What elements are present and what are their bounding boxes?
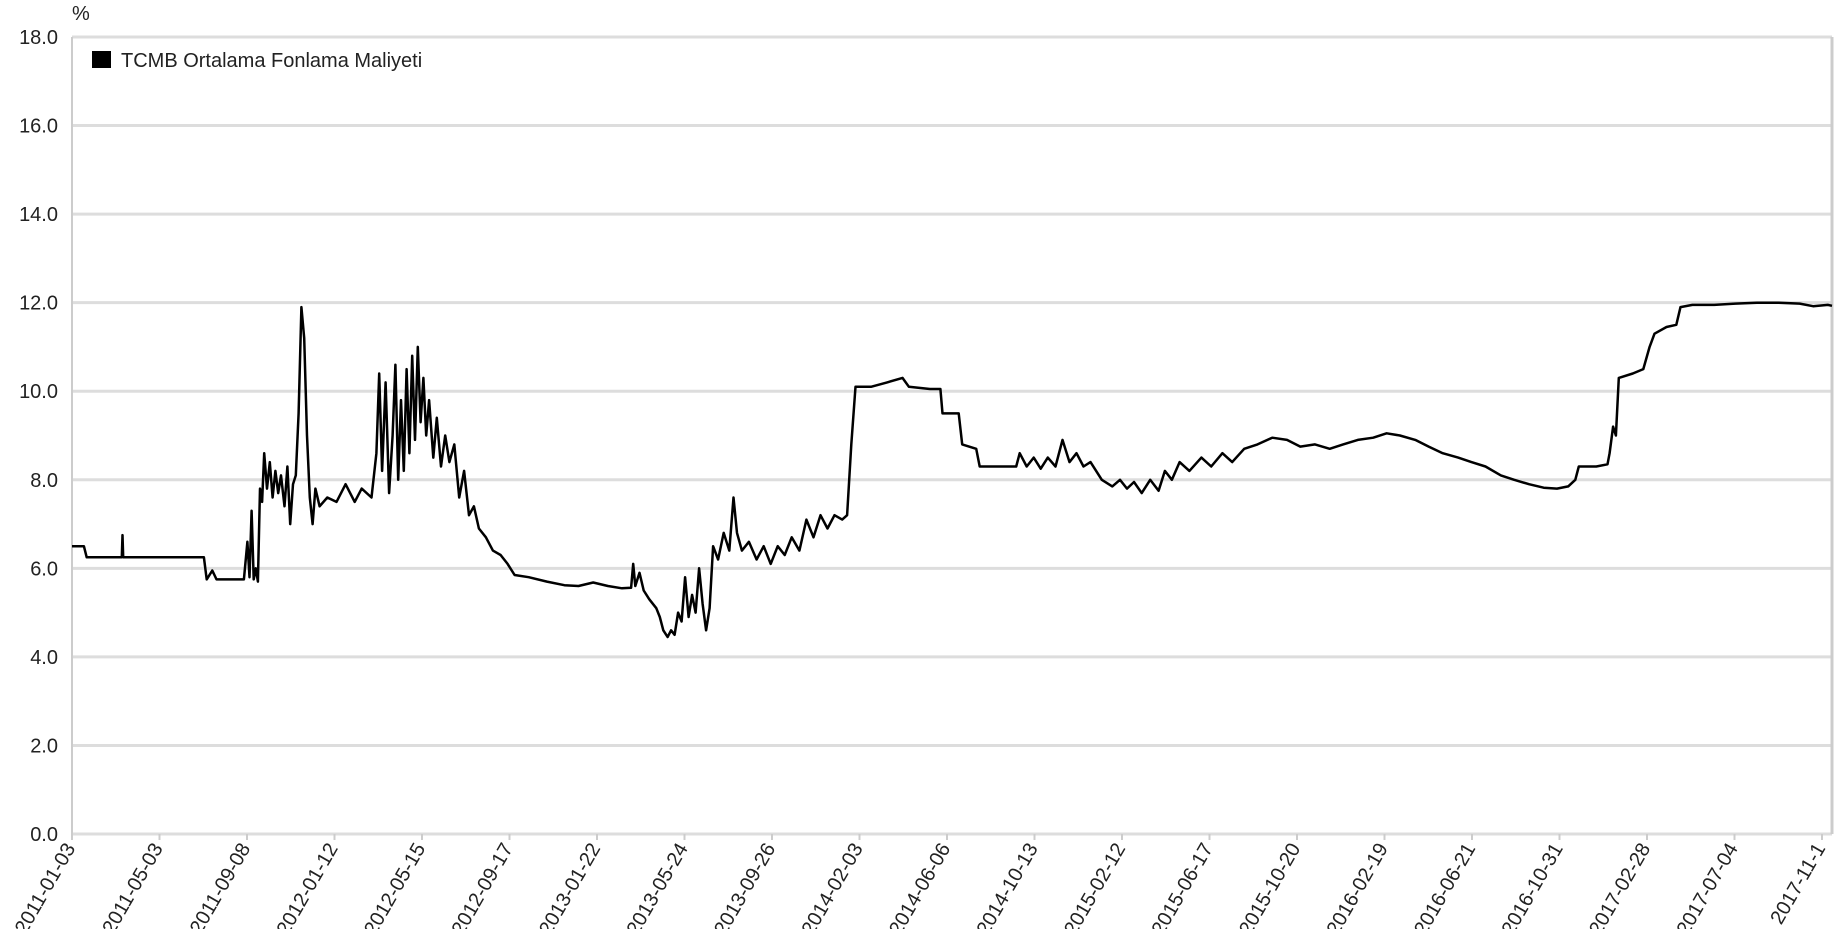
x-tick-label: 2017-07-04 — [1673, 840, 1743, 930]
x-tick-label: 2014-06-06 — [885, 840, 955, 930]
legend: TCMB Ortalama Fonlama Maliyeti — [92, 50, 422, 72]
y-tick-label: 4.0 — [30, 647, 58, 669]
y-tick-label: 2.0 — [30, 735, 58, 757]
x-tick-label: 2014-02-03 — [798, 840, 868, 930]
series-layer — [72, 301, 1833, 639]
x-tick-label: 2012-09-17 — [448, 840, 518, 930]
x-tick-label: 2015-02-12 — [1060, 840, 1130, 930]
x-tick-label: 2017-11-1 — [1766, 840, 1830, 929]
plot-frame — [71, 37, 1834, 834]
x-tick-label: 2011-05-03 — [98, 840, 167, 930]
grid-lines — [72, 35, 1832, 836]
y-tick-label: 18.0 — [19, 27, 58, 49]
y-tick-label: 12.0 — [19, 293, 58, 315]
x-tick-label: 2014-10-13 — [973, 840, 1043, 930]
series-line — [72, 301, 1833, 639]
x-tick-label: 2015-06-17 — [1148, 840, 1218, 930]
y-tick-label: 14.0 — [19, 204, 58, 226]
x-tick-label: 2017-02-28 — [1585, 840, 1655, 930]
x-tick-label: 2016-10-31 — [1498, 840, 1568, 930]
x-axis-ticks: 2011-01-03 2011-05-03 2011-09-08 2012-01-12… — [11, 834, 1830, 934]
y-axis-unit-label: % — [72, 3, 90, 25]
x-tick-label: 2015-10-20 — [1235, 840, 1305, 930]
x-tick-label: 2013-05-24 — [623, 840, 693, 930]
legend-swatch — [92, 51, 111, 68]
y-tick-label: 16.0 — [19, 116, 58, 138]
y-tick-label: 0.0 — [30, 824, 58, 846]
x-tick-label: 2012-01-12 — [273, 840, 343, 930]
x-tick-label: 2016-02-19 — [1323, 840, 1393, 930]
y-tick-label: 10.0 — [19, 381, 58, 403]
x-tick-label: 2016-06-21 — [1410, 840, 1480, 930]
x-tick-label: 2012-05-15 — [360, 840, 430, 930]
y-tick-label: 8.0 — [30, 470, 58, 492]
x-tick-label: 2013-09-26 — [710, 840, 780, 930]
x-tick-label: 2011-09-08 — [186, 840, 255, 930]
x-tick-label: 2013-01-22 — [535, 840, 605, 930]
y-axis-ticks: 0.0 2.0 4.0 6.0 8.0 10.0 12.0 14.0 16.0 18.0 — [19, 27, 58, 846]
x-tick-label: 2011-01-03 — [11, 840, 80, 930]
y-tick-label: 6.0 — [30, 558, 58, 580]
legend-label: TCMB Ortalama Fonlama Maliyeti — [121, 50, 422, 72]
